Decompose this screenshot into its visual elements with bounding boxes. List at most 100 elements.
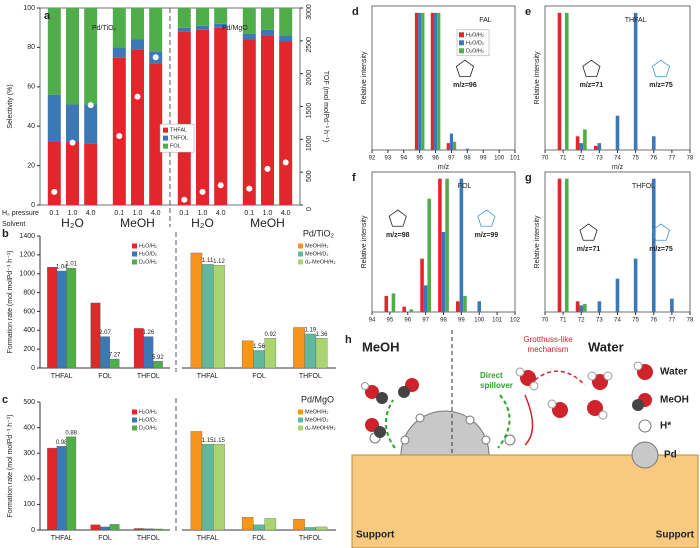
x-tick-label: 95 [387,318,394,324]
x-tick-label: 77 [669,318,676,324]
bar [152,528,163,531]
y2-tick-label: 1500 [306,103,313,119]
x-tick-label: 70 [542,318,549,324]
legend-swatch [132,251,137,257]
bar [109,358,120,369]
compound-label: FAL [479,17,492,24]
x-tick-label: 70 [542,156,549,162]
stacked-bar [196,29,209,206]
panel-letter: d [352,6,359,18]
compound-label: THFOL [632,183,655,190]
legend-label: Pd [664,450,677,461]
y-axis-label: Formation rate (mol molPd⁻¹ h⁻¹) [7,250,14,353]
x-tick-label: 98 [440,318,447,324]
y-tick-label: 1400 [19,233,35,240]
legend-swatch [459,40,464,46]
spectrum-bar [423,285,428,312]
spectrum-bar [430,12,434,150]
molecule-sketch [582,59,601,77]
bar [213,444,225,531]
ratio-label: 1.36 [316,332,328,338]
legend-swatch [298,251,303,257]
y-axis-label: Relative intensity [534,215,541,268]
spectrum-bar [384,296,389,312]
x-tick-label: 0.1 [49,210,59,217]
x-tick-label: 76 [650,156,657,162]
stacked-bar [66,141,79,205]
legend-label: d₄-MeOH/H₂ [305,259,336,265]
molecule-sketch [477,209,496,227]
x-tick-label: 74 [614,318,621,324]
left-title: MeOH [362,339,400,354]
spectrum-bar [459,178,464,312]
x-tick-label: 99 [458,318,465,324]
x-tick-label: THFOL [137,373,160,380]
spectrum-bar [420,258,424,312]
bar [190,252,203,369]
bar [293,519,305,531]
spectrum-bar [453,141,457,150]
y2-axis-label: TOF (mol molPd⁻¹ h⁻¹) [322,71,329,142]
stacked-bar [112,47,126,58]
stacked-bar [214,27,228,206]
catalyst-label: Pd/MgO [301,394,334,404]
y2-tick-label: 2500 [306,37,313,53]
spectrum-bar [409,309,414,312]
spillover-label: Direct [480,371,503,380]
catalyst-label: Pd/TiO₂ [303,228,335,238]
stacked-bar [279,8,293,36]
legend-label: MeOH/D₂ [305,417,329,423]
x-tick-label: FOL [98,535,112,542]
water-h [529,381,539,391]
bar [315,526,328,531]
molecule-sketch [651,223,671,241]
plot-frame [371,5,516,151]
legend-swatch [298,409,303,415]
stacked-bar [214,23,228,28]
bar [66,436,77,531]
support-label: Support [656,530,695,541]
bar [213,265,225,369]
x-tick-label: 1.0 [263,210,273,217]
x-tick-label: 101 [510,156,521,162]
panel-h: h MeOH Water Direct spillover Grotthuss-… [345,330,699,548]
spectrum-bar [579,305,584,312]
spillover-arrow [385,399,396,449]
spectrum-bar [441,232,446,312]
stacked-bar [242,39,256,205]
spectrum-bar [445,178,449,312]
support-label: Support [356,530,395,541]
spectrum-bar [651,178,656,312]
spectrum-bar [670,298,674,312]
x-tick-label: 75 [632,318,639,324]
legend-swatch [298,259,303,265]
stacked-bar [149,8,163,52]
bar [66,268,77,369]
spectrum-bar [437,12,441,150]
spectrum-bar [633,258,638,312]
h-atom [400,435,410,445]
h-atom [504,434,516,446]
legend-swatch [132,243,137,249]
spectrum-bar [579,143,584,150]
legend-swatch [298,425,303,431]
bar [241,340,254,369]
ratio-label: 1.56 [253,344,265,350]
y-tick-label: 300 [23,450,35,457]
bar [47,266,58,369]
water-h [547,399,557,409]
legend-label: H₂O/D₂ [139,417,157,423]
water-molecules [515,367,613,420]
bar [100,336,110,369]
legend-h [638,419,652,433]
solvent-label: MeOH [120,216,155,230]
legend-swatch [132,417,137,423]
bar [201,264,214,369]
stacked-bar [149,63,163,205]
bar [293,327,305,369]
y-tick-label: 0 [31,365,35,372]
x-tick-label: 100 [494,156,505,162]
x-tick-label: FOL [98,373,112,380]
bar [253,350,265,369]
x-axis-label: m/z [612,164,624,171]
